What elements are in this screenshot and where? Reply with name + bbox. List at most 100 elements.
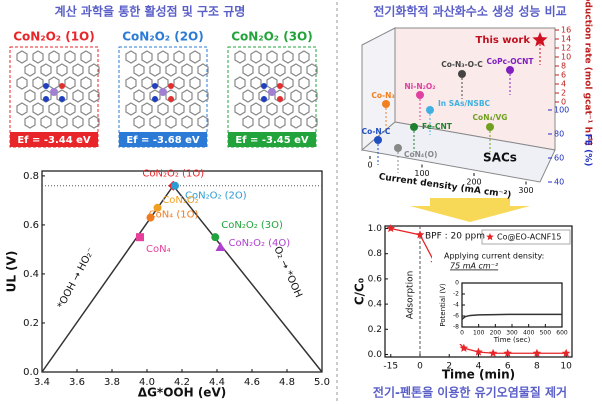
- graphene-ring: [258, 63, 270, 77]
- ligand-atom: [152, 96, 158, 102]
- graphene-ring: [274, 63, 286, 77]
- graphene-ring: [242, 89, 254, 103]
- graphene-ring: [189, 76, 201, 90]
- point: [410, 123, 418, 131]
- graphene-ring: [266, 102, 278, 116]
- energy-label: Ef = -3.44 eV: [17, 135, 91, 146]
- z-tick-label: 100: [554, 106, 569, 115]
- point: [488, 348, 498, 357]
- graphene-ring: [165, 115, 177, 129]
- graphene-ring: [298, 102, 310, 116]
- structure-label: CoN₂O₂ (1O): [13, 30, 95, 44]
- y-axis-label: Production rate (mol gcat⁻¹ h⁻¹): [583, 0, 593, 146]
- graphene-ring: [88, 89, 100, 103]
- x-tick-label: 400: [523, 330, 535, 337]
- x-tick-label: -15: [383, 362, 398, 372]
- inset-y-label: Potential (V): [439, 283, 447, 326]
- y-tick-label: 1.0: [368, 224, 383, 234]
- ligand-atom: [261, 83, 267, 89]
- graphene-ring: [56, 115, 68, 129]
- ligand-atom: [277, 96, 283, 102]
- graphene-ring: [149, 115, 161, 129]
- graphene-ring: [72, 115, 84, 129]
- point: [153, 203, 162, 212]
- point: [532, 32, 548, 47]
- graphene-ring: [72, 89, 84, 103]
- graphene-ring: [133, 63, 145, 77]
- x-tick-label: 4.2: [174, 377, 190, 388]
- point: [506, 66, 514, 74]
- graphene-ring: [24, 115, 36, 129]
- graphene-ring: [88, 63, 100, 77]
- energy-label: Ef = -3.45 eV: [235, 135, 309, 146]
- graphene-ring: [64, 50, 76, 64]
- graphene-ring: [234, 76, 246, 90]
- point: [459, 343, 469, 352]
- graphene-ring: [72, 63, 84, 77]
- graphene-ring: [80, 102, 92, 116]
- graphene-ring: [242, 63, 254, 77]
- left-title: 계산 과학을 통한 활성점 및 구조 규명: [55, 4, 246, 19]
- y-tick-label: 0.6: [23, 220, 39, 231]
- graphene-ring: [189, 50, 201, 64]
- graphene-ring: [290, 115, 302, 129]
- y-tick-label: 12: [561, 44, 571, 53]
- graphene-ring: [173, 50, 185, 64]
- z-tick-label: 60: [554, 154, 564, 163]
- point-label: CoN₄ (1O): [149, 210, 199, 221]
- x-tick-label: 3.6: [69, 377, 85, 388]
- point-label: CoN₂O₂ (2O): [185, 191, 247, 202]
- graphene-ring: [157, 50, 169, 64]
- y-tick-label: -2: [453, 291, 459, 298]
- point: [136, 233, 144, 242]
- x-axis-label: Time (min): [442, 368, 515, 382]
- y-tick-label: 0.0: [23, 367, 39, 378]
- energy-bar: [10, 132, 98, 147]
- point-label: CoN₂O₂ (1O): [142, 169, 204, 180]
- point-label: CoN₂O₂ (3O): [221, 220, 283, 231]
- point: [561, 348, 571, 357]
- y-tick-label: 0: [455, 280, 459, 287]
- graphene-ring: [197, 115, 209, 129]
- y-tick-label: 0.0: [368, 350, 383, 360]
- point: [486, 123, 494, 131]
- x-tick-label: 10: [560, 362, 572, 372]
- point-label: Fe-CNT: [422, 122, 453, 131]
- graphene-ring: [234, 102, 246, 116]
- graphene-ring: [125, 76, 137, 90]
- point: [386, 224, 396, 233]
- graphene-ring: [64, 76, 76, 90]
- point-label: CoN₂O₂: [162, 195, 198, 206]
- graphene-ring: [56, 63, 68, 77]
- graphene-ring: [290, 89, 302, 103]
- graphene-ring: [24, 63, 36, 77]
- graphene-ring: [16, 50, 28, 64]
- graphene-ring: [133, 89, 145, 103]
- y-tick-label: -8: [453, 324, 459, 331]
- graphene-ring: [242, 115, 254, 129]
- y-tick-label: 10: [561, 53, 571, 62]
- graphene-ring: [298, 50, 310, 64]
- x-tick-label: 8: [534, 362, 540, 372]
- point: [415, 230, 425, 239]
- inset-subtitle: 75 mA cm⁻²: [450, 262, 499, 271]
- point: [458, 70, 466, 78]
- y-tick-label: 14: [561, 35, 571, 44]
- y-tick-label: 6: [561, 71, 566, 80]
- y-tick-label: 8: [561, 62, 566, 71]
- annotation: *OOH → HO₂⁻: [56, 246, 97, 311]
- x-tick-label: 0: [460, 330, 464, 337]
- graphene-ring: [282, 50, 294, 64]
- graphene-ring: [24, 89, 36, 103]
- graphene-ring: [306, 115, 318, 129]
- graphene-ring: [189, 102, 201, 116]
- x-tick-label: 6: [505, 362, 511, 372]
- x-tick-label: 600: [556, 330, 568, 337]
- energy-label: Ef = -3.68 eV: [126, 135, 200, 146]
- point-label: This work: [476, 35, 531, 46]
- x-tick-label: 0: [417, 362, 423, 372]
- graphene-ring: [234, 50, 246, 64]
- ligand-atom: [59, 83, 65, 89]
- annotation: O₂ → *OOH: [271, 245, 303, 300]
